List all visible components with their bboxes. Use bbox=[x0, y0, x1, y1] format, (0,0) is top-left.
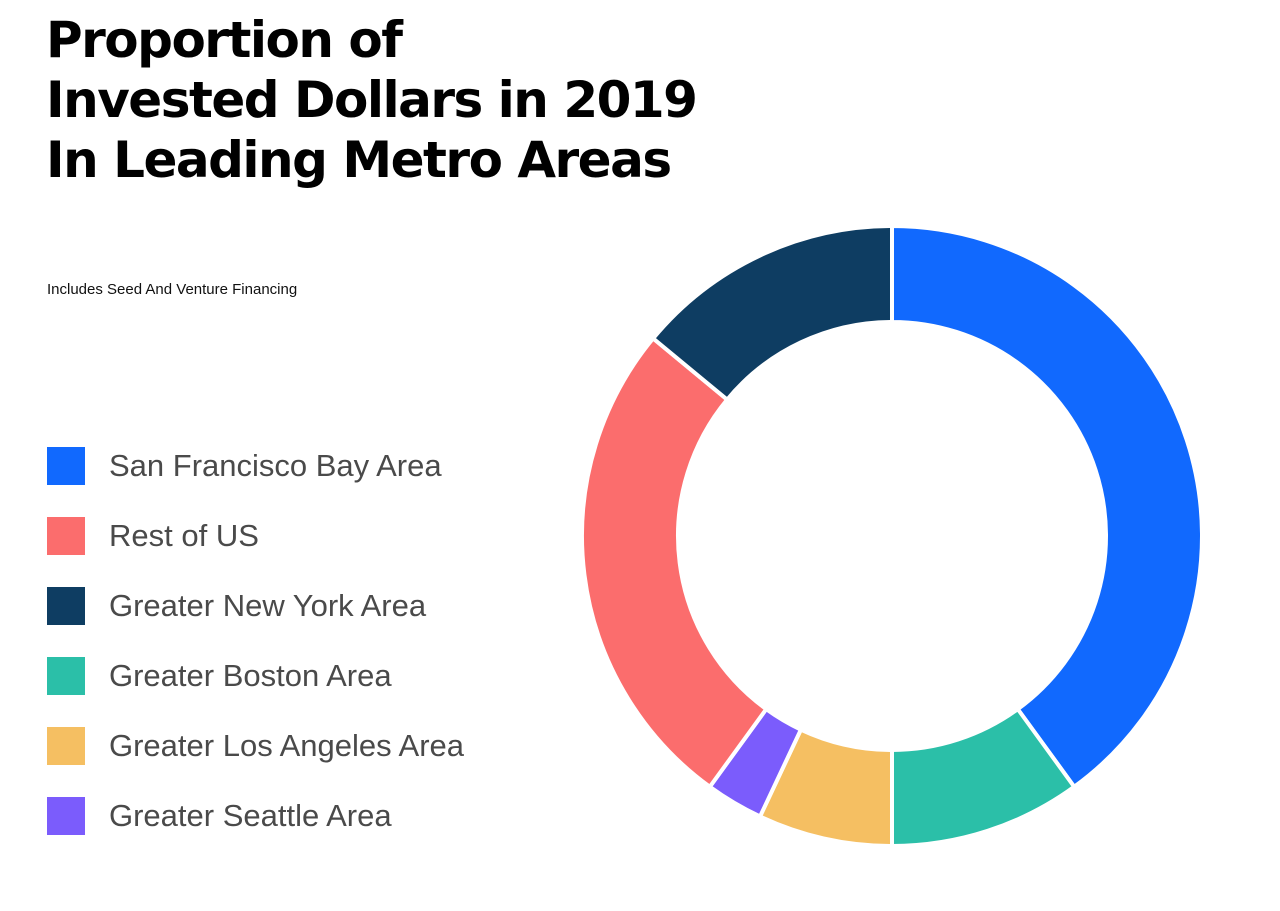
legend-label-greater-seattle-area: Greater Seattle Area bbox=[109, 798, 392, 833]
legend-label-greater-los-angeles-area: Greater Los Angeles Area bbox=[109, 728, 465, 763]
legend-item-greater-los-angeles-area: Greater Los Angeles Area bbox=[47, 727, 464, 765]
legend-label-san-francisco-bay-area: San Francisco Bay Area bbox=[109, 448, 442, 483]
legend-swatch-rest-of-us bbox=[47, 517, 85, 555]
legend-label-greater-boston-area: Greater Boston Area bbox=[109, 658, 392, 693]
chart-title-line-1: Proportion of bbox=[46, 11, 403, 69]
chart-legend: San Francisco Bay Area Rest of US Greate… bbox=[47, 447, 464, 867]
legend-item-greater-seattle-area: Greater Seattle Area bbox=[47, 797, 464, 835]
donut-chart bbox=[580, 223, 1204, 849]
legend-item-greater-new-york-area: Greater New York Area bbox=[47, 587, 464, 625]
legend-item-san-francisco-bay-area: San Francisco Bay Area bbox=[47, 447, 464, 485]
chart-subtitle: Includes Seed And Venture Financing bbox=[47, 281, 298, 298]
legend-swatch-greater-los-angeles-area bbox=[47, 727, 85, 765]
legend-swatch-greater-new-york-area bbox=[47, 587, 85, 625]
chart-title: Proportion of Invested Dollars in 2019 I… bbox=[46, 10, 746, 190]
donut-slice-greater-new-york-area bbox=[650, 223, 894, 403]
legend-item-rest-of-us: Rest of US bbox=[47, 517, 464, 555]
legend-swatch-greater-seattle-area bbox=[47, 797, 85, 835]
donut-slice-san-francisco-bay-area bbox=[890, 223, 1204, 790]
legend-item-greater-boston-area: Greater Boston Area bbox=[47, 657, 464, 695]
legend-swatch-san-francisco-bay-area bbox=[47, 447, 85, 485]
donut-slice-rest-of-us bbox=[580, 335, 770, 790]
legend-swatch-greater-boston-area bbox=[47, 657, 85, 695]
legend-label-rest-of-us: Rest of US bbox=[109, 518, 259, 553]
legend-label-greater-new-york-area: Greater New York Area bbox=[109, 588, 427, 623]
chart-title-line-2: Invested Dollars in 2019 bbox=[46, 71, 698, 129]
chart-title-line-3: In Leading Metro Areas bbox=[46, 131, 672, 189]
